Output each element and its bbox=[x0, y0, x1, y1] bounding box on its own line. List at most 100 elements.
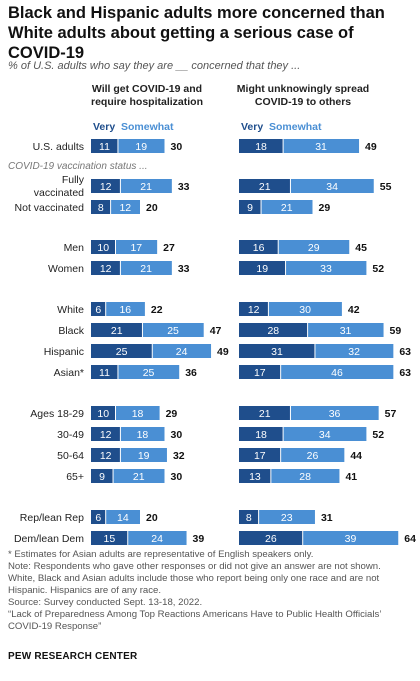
report-title-line-1: “Lack of Preparedness Among Top Reaction… bbox=[8, 609, 382, 620]
category-label: 30-49 bbox=[57, 429, 84, 441]
bar-total-value: 63 bbox=[399, 367, 411, 379]
bar-somewhat-value: 32 bbox=[348, 346, 360, 358]
bar-total-value: 27 bbox=[163, 242, 175, 254]
source-org: PEW RESEARCH CENTER bbox=[8, 651, 138, 662]
chart-title: Black and Hispanic adults more concerned… bbox=[8, 4, 385, 62]
bar-total-value: 49 bbox=[217, 346, 229, 358]
panel-title-1: require hospitalization bbox=[91, 96, 203, 108]
bar-very bbox=[239, 406, 291, 420]
bar-very bbox=[239, 200, 262, 214]
bar-very-value: 9 bbox=[99, 471, 105, 483]
bar-total-value: 42 bbox=[348, 304, 360, 316]
bar-somewhat bbox=[280, 365, 394, 379]
bar-very bbox=[239, 344, 315, 358]
bar-very bbox=[91, 139, 118, 153]
bar-very bbox=[91, 179, 121, 193]
category-label: Ages 18-29 bbox=[30, 408, 84, 420]
bar-very bbox=[239, 427, 284, 441]
bar-very-value: 8 bbox=[98, 202, 104, 214]
bar-very-value: 12 bbox=[100, 429, 112, 441]
bar-total-value: 29 bbox=[319, 202, 331, 214]
legend-somewhat-label: Somewhat bbox=[269, 121, 322, 133]
bar-somewhat-value: 34 bbox=[319, 429, 331, 441]
bar-somewhat-value: 23 bbox=[281, 512, 293, 524]
panel-title-1: Will get COVID-19 and bbox=[92, 83, 202, 95]
bar-very-value: 18 bbox=[255, 141, 267, 153]
bar-total-value: 59 bbox=[390, 325, 402, 337]
bar-very-value: 9 bbox=[247, 202, 253, 214]
bar-very bbox=[239, 240, 279, 254]
category-label: Asian* bbox=[54, 367, 84, 379]
bar-somewhat bbox=[110, 200, 140, 214]
bar-total-value: 57 bbox=[385, 408, 397, 420]
bar-somewhat bbox=[283, 139, 360, 153]
bar-total-value: 36 bbox=[185, 367, 197, 379]
bar-somewhat bbox=[261, 200, 313, 214]
note-asterisk: * Estimates for Asian adults are represe… bbox=[8, 549, 314, 560]
category-label: U.S. adults bbox=[33, 141, 84, 153]
bar-somewhat-value: 33 bbox=[320, 263, 332, 275]
bar-total-value: 20 bbox=[146, 202, 158, 214]
panel-title-2: COVID-19 to others bbox=[255, 96, 351, 108]
bar-total-value: 32 bbox=[173, 450, 185, 462]
bar-somewhat-value: 28 bbox=[299, 471, 311, 483]
bar-total-value: 33 bbox=[178, 263, 190, 275]
bar-total-value: 31 bbox=[321, 512, 333, 524]
bar-total-value: 33 bbox=[178, 181, 190, 193]
bar-somewhat-value: 24 bbox=[151, 533, 163, 545]
bar-total-value: 30 bbox=[171, 429, 183, 441]
bar-total-value: 63 bbox=[399, 346, 411, 358]
bar-very-value: 12 bbox=[100, 263, 112, 275]
bar-somewhat bbox=[152, 344, 212, 358]
bar-somewhat-value: 19 bbox=[138, 450, 150, 462]
bar-very bbox=[91, 427, 121, 441]
bar-very-value: 17 bbox=[254, 367, 266, 379]
bar-very bbox=[91, 261, 121, 275]
bar-somewhat-value: 29 bbox=[308, 242, 320, 254]
bar-somewhat-value: 34 bbox=[326, 181, 338, 193]
bar-somewhat-value: 16 bbox=[119, 304, 131, 316]
bar-somewhat-value: 21 bbox=[281, 202, 293, 214]
bar-somewhat bbox=[105, 510, 140, 524]
bar-somewhat-value: 31 bbox=[315, 141, 327, 153]
bar-very-value: 12 bbox=[100, 450, 112, 462]
bar-somewhat-value: 31 bbox=[340, 325, 352, 337]
bar-very-value: 18 bbox=[255, 429, 267, 441]
bar-very bbox=[239, 323, 308, 337]
bar-somewhat bbox=[115, 406, 160, 420]
bar-somewhat bbox=[117, 139, 165, 153]
bar-very-value: 21 bbox=[111, 325, 123, 337]
panel-title-2: Might unknowingly spread bbox=[237, 83, 369, 95]
bar-very-value: 19 bbox=[256, 263, 268, 275]
legend-very-label: Very bbox=[241, 121, 263, 133]
bar-very-value: 10 bbox=[97, 408, 109, 420]
bar-very bbox=[91, 448, 121, 462]
bar-somewhat-value: 24 bbox=[176, 346, 188, 358]
bar-somewhat-value: 26 bbox=[307, 450, 319, 462]
bar-total-value: 20 bbox=[146, 512, 158, 524]
bar-very-value: 28 bbox=[267, 325, 279, 337]
bar-total-value: 30 bbox=[171, 471, 183, 483]
bar-very bbox=[91, 344, 153, 358]
bar-very bbox=[91, 302, 106, 316]
bar-somewhat-value: 25 bbox=[167, 325, 179, 337]
bar-very-value: 13 bbox=[249, 471, 261, 483]
bar-somewhat-value: 17 bbox=[130, 242, 142, 254]
legend-somewhat-label: Somewhat bbox=[121, 121, 174, 133]
bar-somewhat bbox=[278, 240, 350, 254]
category-label: Women bbox=[48, 263, 84, 275]
bar-total-value: 52 bbox=[372, 429, 384, 441]
category-label: Fully bbox=[62, 174, 85, 186]
bar-somewhat-value: 36 bbox=[329, 408, 341, 420]
bar-somewhat bbox=[113, 469, 165, 483]
bar-very bbox=[239, 510, 259, 524]
bar-total-value: 22 bbox=[151, 304, 163, 316]
bar-very-value: 11 bbox=[99, 367, 110, 379]
bar-total-value: 47 bbox=[210, 325, 222, 337]
bar-somewhat-value: 46 bbox=[331, 367, 343, 379]
bar-very bbox=[239, 179, 291, 193]
category-label: 65+ bbox=[66, 471, 84, 483]
bar-somewhat bbox=[142, 323, 204, 337]
bar-somewhat-value: 14 bbox=[117, 512, 129, 524]
category-label: Black bbox=[58, 325, 84, 337]
